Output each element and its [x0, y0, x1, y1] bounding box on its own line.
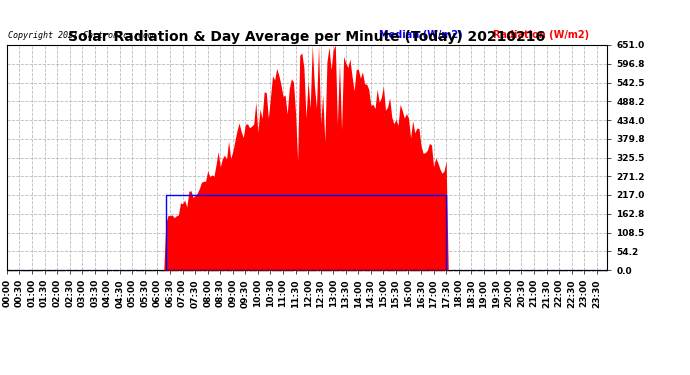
Text: Copyright 2021 Cartronics.com: Copyright 2021 Cartronics.com	[8, 32, 153, 40]
Title: Solar Radiation & Day Average per Minute (Today) 20210216: Solar Radiation & Day Average per Minute…	[68, 30, 546, 44]
Text: Radiation (W/m2): Radiation (W/m2)	[493, 30, 589, 40]
Text: Median (W/m2): Median (W/m2)	[379, 30, 463, 40]
Bar	[166, 195, 446, 270]
